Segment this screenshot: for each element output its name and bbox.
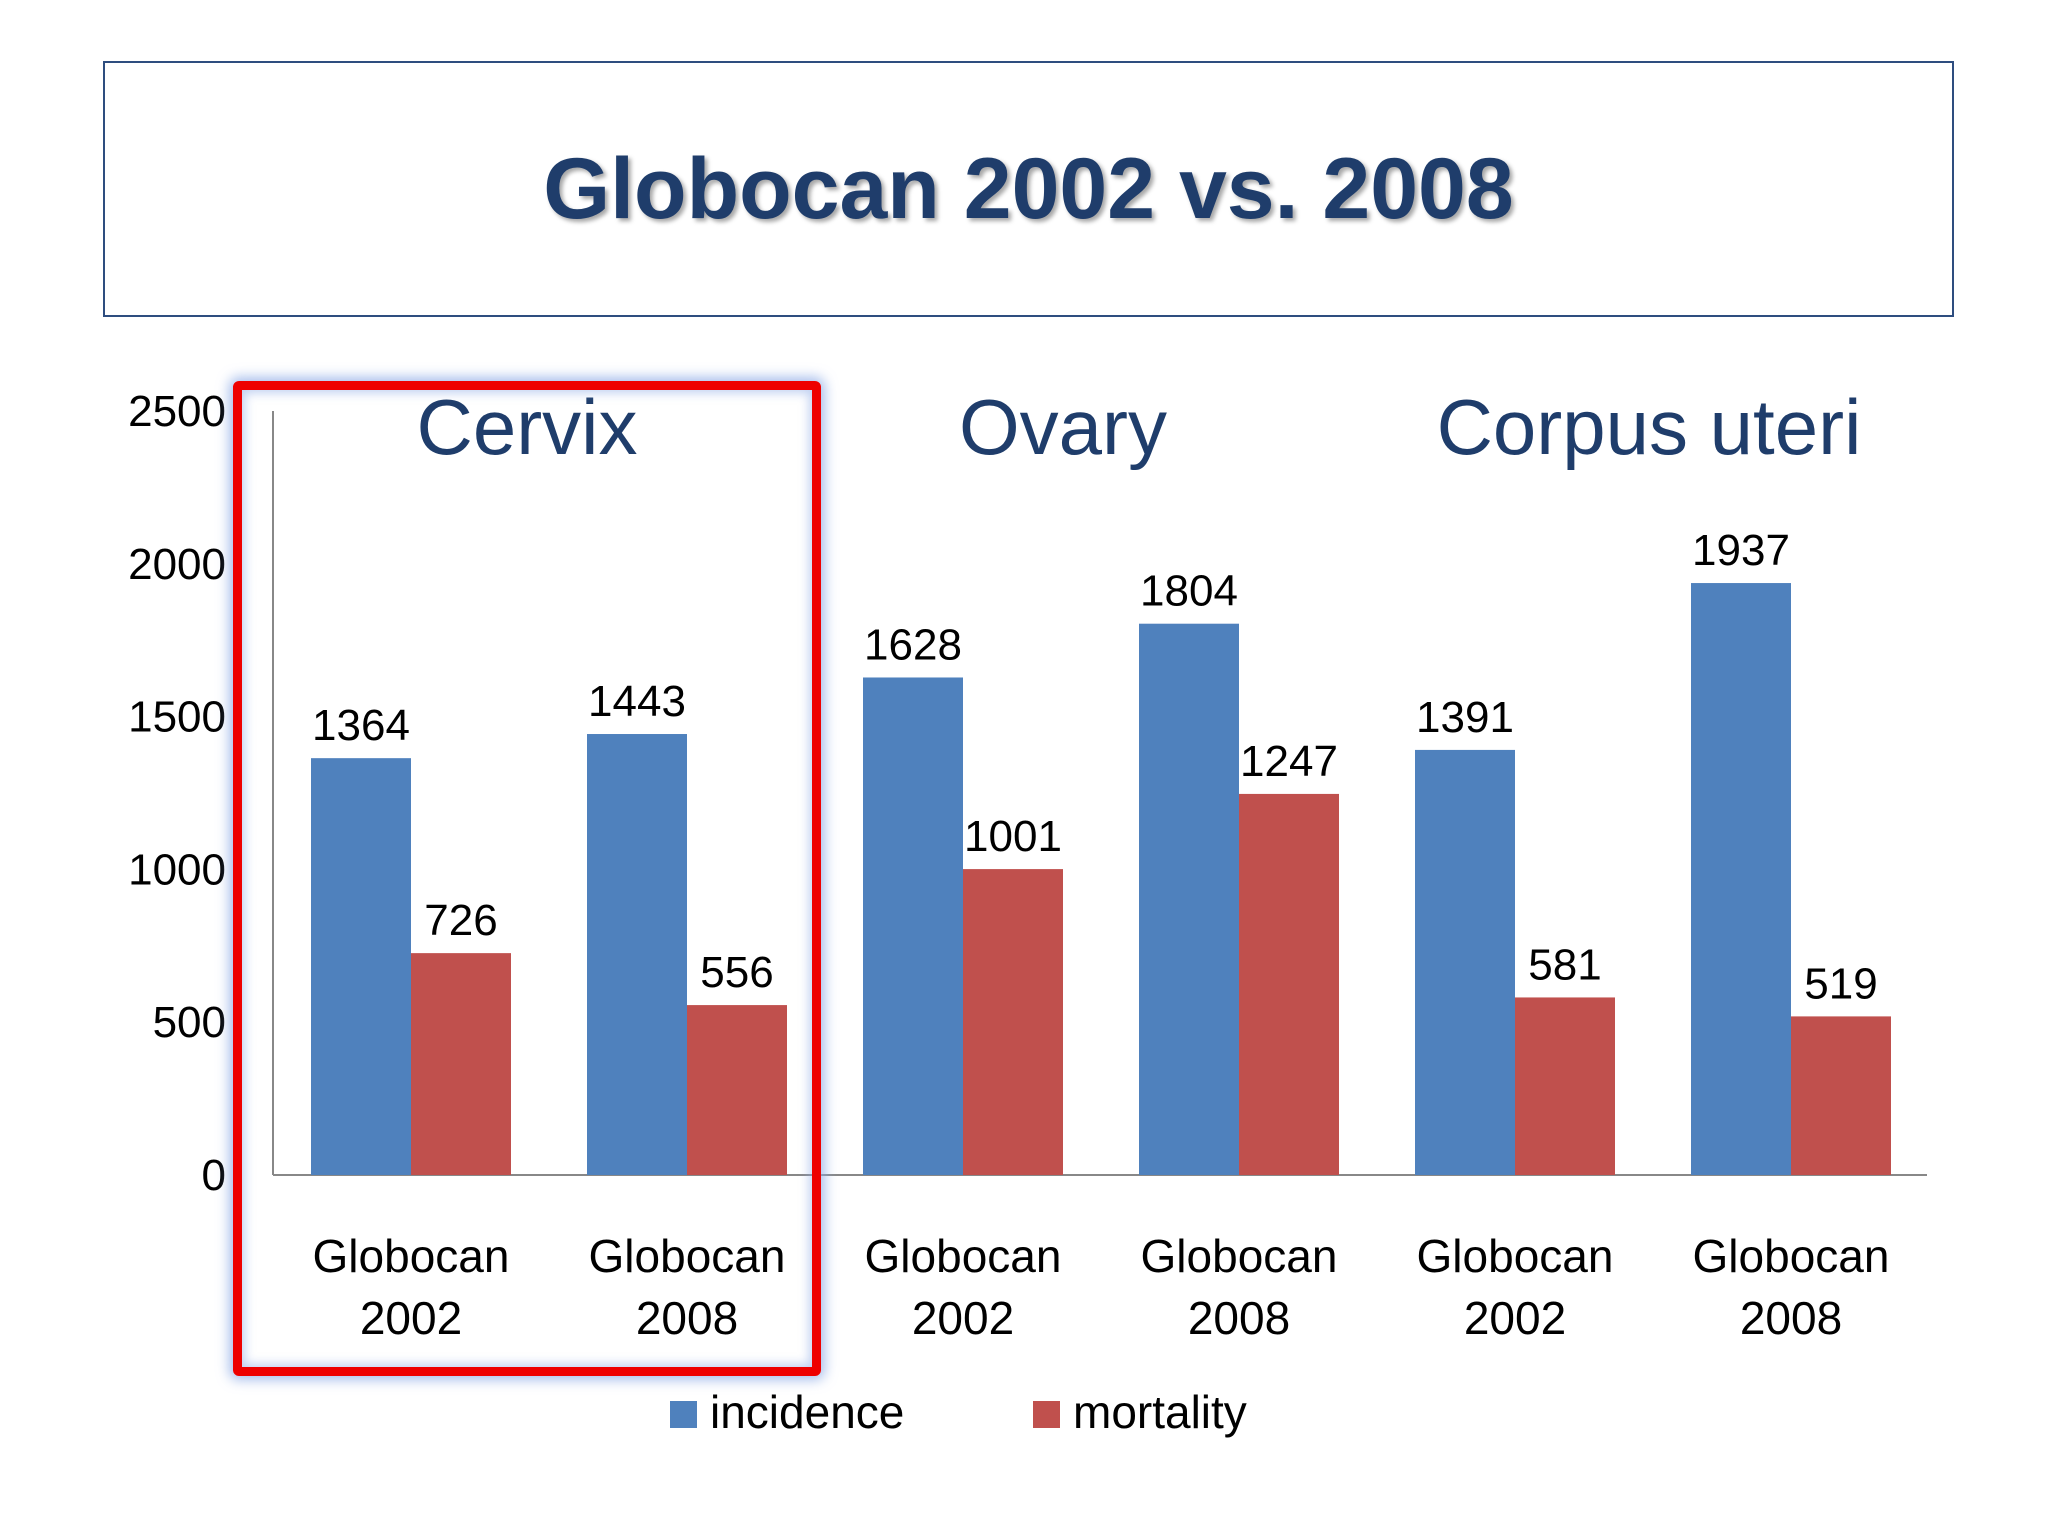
data-label-mortality: 581 (1528, 940, 1601, 989)
legend-label-incidence: incidence (710, 1386, 904, 1438)
category-label: Globocan (1693, 1230, 1890, 1282)
y-tick-label: 2000 (128, 540, 226, 589)
y-tick-label: 0 (202, 1151, 226, 1200)
category-label: Globocan (865, 1230, 1062, 1282)
data-label-incidence: 1804 (1140, 567, 1238, 616)
bar-incidence (863, 677, 963, 1175)
bar-mortality (1515, 997, 1615, 1175)
data-label-incidence: 1391 (1416, 693, 1514, 742)
data-label-mortality: 1247 (1240, 737, 1338, 786)
y-tick-label: 1500 (128, 693, 226, 742)
y-tick-label: 1000 (128, 845, 226, 894)
category-label: Globocan (1417, 1230, 1614, 1282)
y-tick-label: 2500 (128, 387, 226, 436)
category-label: 2008 (1188, 1292, 1290, 1344)
bar-mortality (1791, 1016, 1891, 1175)
category-label: Globocan (589, 1230, 786, 1282)
bar-incidence (1415, 749, 1515, 1175)
bar-mortality (1239, 793, 1339, 1175)
legend-label-mortality: mortality (1073, 1386, 1247, 1438)
category-label: 2002 (360, 1292, 462, 1344)
category-label: 2002 (912, 1292, 1014, 1344)
group-label-corpus-uteri: Corpus uteri (1437, 383, 1862, 471)
group-label-cervix: Cervix (416, 383, 637, 471)
category-label: 2002 (1464, 1292, 1566, 1344)
category-label: Globocan (313, 1230, 510, 1282)
bar-incidence (1691, 583, 1791, 1175)
category-label: 2008 (636, 1292, 738, 1344)
bar-mortality (687, 1005, 787, 1175)
group-label-ovary: Ovary (959, 383, 1167, 471)
category-label: Globocan (1141, 1230, 1338, 1282)
bar-incidence (587, 734, 687, 1175)
data-label-mortality: 726 (424, 896, 497, 945)
legend-swatch-mortality (1033, 1401, 1060, 1428)
data-label-incidence: 1364 (312, 701, 410, 750)
data-label-incidence: 1443 (588, 677, 686, 726)
data-label-incidence: 1937 (1692, 526, 1790, 575)
bar-incidence (1139, 623, 1239, 1175)
slide-title: Globocan 2002 vs. 2008 (543, 140, 1514, 237)
data-label-mortality: 519 (1804, 959, 1877, 1008)
y-tick-label: 500 (153, 998, 226, 1047)
data-label-mortality: 556 (700, 948, 773, 997)
bar-mortality (411, 953, 511, 1175)
data-label-mortality: 1001 (964, 812, 1062, 861)
legend-swatch-incidence (670, 1401, 697, 1428)
title-box: Globocan 2002 vs. 2008 (103, 61, 1954, 317)
bar-mortality (963, 869, 1063, 1175)
bar-incidence (311, 758, 411, 1175)
category-label: 2008 (1740, 1292, 1842, 1344)
data-label-incidence: 1628 (864, 620, 962, 669)
